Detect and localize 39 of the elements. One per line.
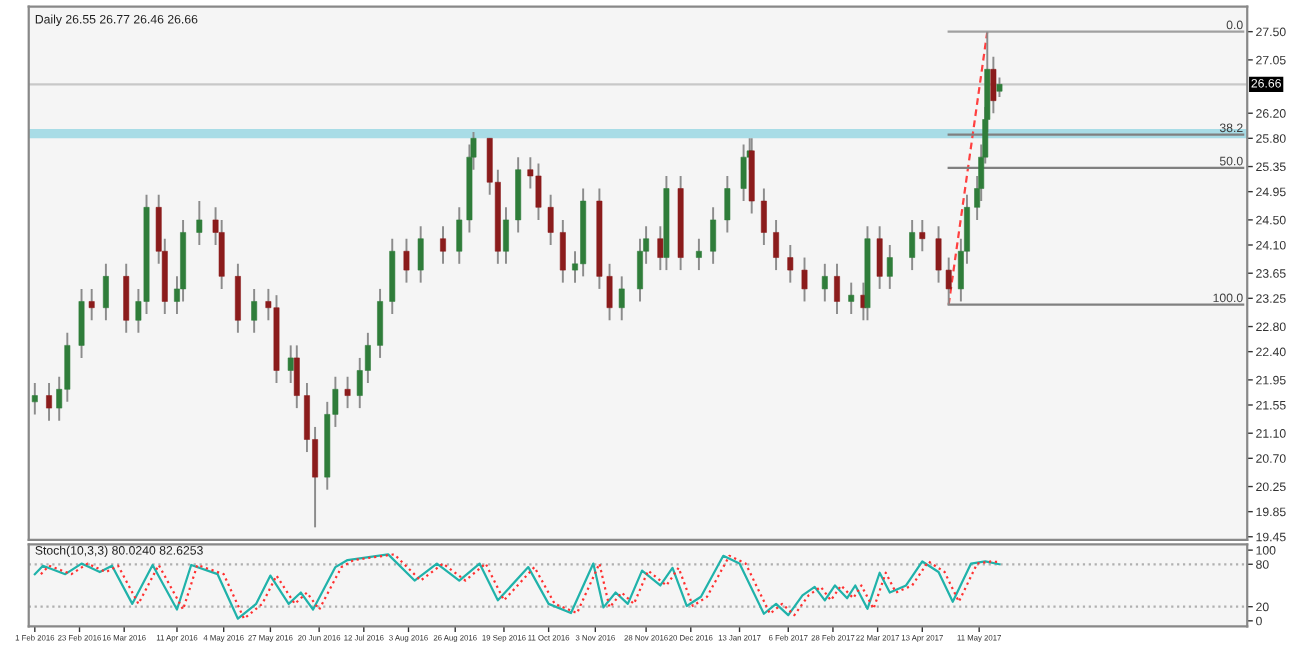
candlestick <box>848 281 855 315</box>
candlestick <box>440 225 446 265</box>
candlestick <box>724 175 731 234</box>
candlestick <box>293 344 300 410</box>
candlestick <box>773 218 779 272</box>
candlestick <box>503 206 509 265</box>
candlestick <box>535 162 542 221</box>
candlestick <box>886 244 893 290</box>
candlestick <box>787 244 794 284</box>
candlestick <box>64 331 71 403</box>
candlestick <box>760 187 767 246</box>
candlestick <box>740 143 747 203</box>
candlestick <box>547 193 554 246</box>
candlestick <box>196 200 203 246</box>
candlestick <box>251 287 258 334</box>
candlestick <box>695 237 702 272</box>
candlestick <box>559 218 566 284</box>
candlestick <box>834 262 840 315</box>
candlestick <box>801 256 808 303</box>
candlestick <box>234 262 241 334</box>
candlestick <box>821 262 828 303</box>
candlestick <box>618 275 625 322</box>
candlestick <box>710 206 717 265</box>
candlestick <box>287 344 294 384</box>
candlestick <box>88 287 95 322</box>
candlestick <box>123 262 130 334</box>
candlestick <box>909 218 916 272</box>
candlestick <box>919 218 926 253</box>
candlestick <box>657 225 664 272</box>
candlestick <box>996 76 1003 98</box>
candlestick <box>78 287 85 359</box>
candlestick <box>344 375 351 410</box>
candlestick <box>876 225 883 290</box>
candlestick <box>102 262 109 322</box>
candlestick <box>46 382 52 422</box>
candlestick <box>377 287 383 359</box>
candlestick <box>403 237 410 284</box>
candlestick <box>417 225 424 284</box>
candlestick <box>990 55 997 115</box>
